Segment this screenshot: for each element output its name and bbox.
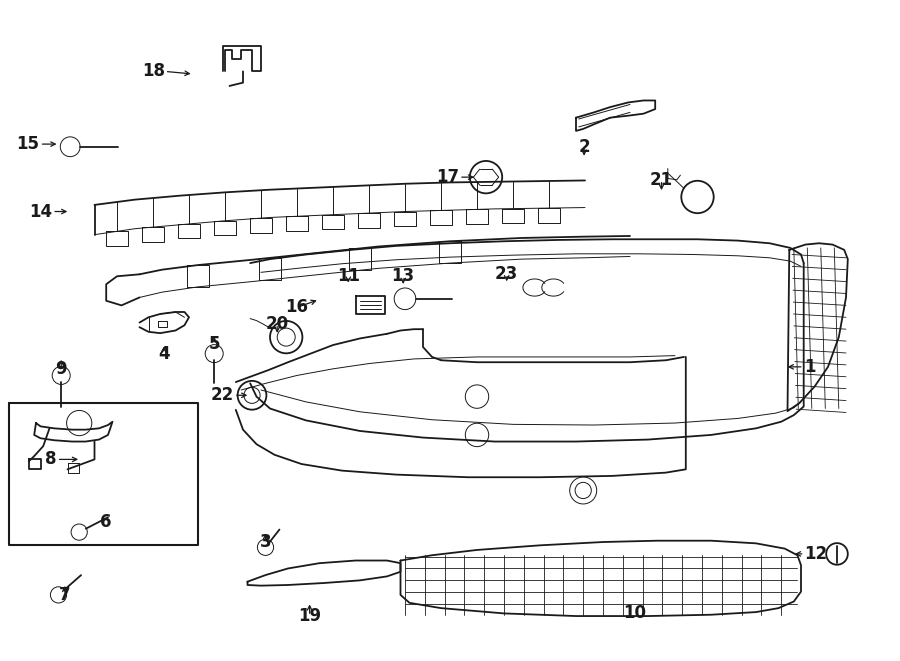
Text: 22: 22 xyxy=(211,386,234,405)
Text: 11: 11 xyxy=(337,267,360,286)
Text: 6: 6 xyxy=(101,513,112,531)
Text: 17: 17 xyxy=(436,168,459,186)
Text: 13: 13 xyxy=(392,267,415,286)
Text: 18: 18 xyxy=(141,62,165,81)
Text: 14: 14 xyxy=(29,202,52,221)
Text: 8: 8 xyxy=(45,450,57,469)
Text: 3: 3 xyxy=(260,533,271,551)
Text: 1: 1 xyxy=(804,358,815,376)
Text: 5: 5 xyxy=(209,334,220,353)
Text: 10: 10 xyxy=(623,604,646,623)
Text: 7: 7 xyxy=(59,586,70,604)
Text: 4: 4 xyxy=(158,344,169,363)
Text: 20: 20 xyxy=(266,315,289,333)
Text: 23: 23 xyxy=(495,265,518,284)
Text: 21: 21 xyxy=(650,171,673,189)
Text: 16: 16 xyxy=(285,298,309,317)
Text: 2: 2 xyxy=(579,137,590,156)
Text: 12: 12 xyxy=(805,545,828,563)
Text: 9: 9 xyxy=(56,360,67,378)
Text: 15: 15 xyxy=(16,135,40,153)
Text: 19: 19 xyxy=(298,607,321,625)
